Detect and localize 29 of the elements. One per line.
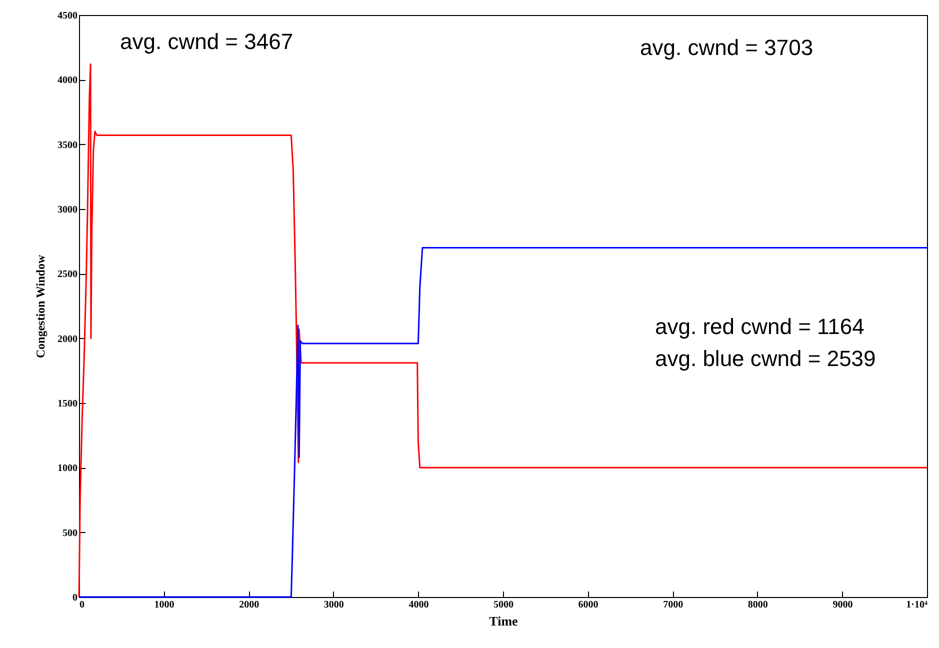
x-tick-label: 3000: [324, 600, 344, 610]
x-tick-label: 6000: [578, 600, 598, 610]
annotation: avg. blue cwnd = 2539: [655, 346, 876, 371]
y-axis-title: Congestion Window: [34, 254, 48, 358]
line-series: [78, 247, 928, 598]
x-tick-label: 0: [80, 600, 84, 610]
x-tick-label: 4000: [408, 600, 429, 610]
y-tick-label: 2000: [58, 334, 78, 345]
y-tick-label: 3500: [58, 140, 78, 151]
annotation: avg. red cwnd = 1164: [655, 314, 864, 339]
y-tick-label: 1500: [58, 398, 78, 410]
y-tick-label: 4000: [58, 75, 78, 86]
x-tick-label: 5000: [494, 600, 514, 610]
x-tick-label: 2000: [239, 600, 260, 610]
y-tick-label: 1000: [58, 463, 78, 474]
line-series: [78, 63, 928, 598]
annotation: avg. cwnd = 3703: [640, 35, 814, 60]
y-tick-label: 4500: [58, 10, 78, 22]
x-tick-label: 1·10⁴: [906, 600, 928, 610]
x-tick-label: 8000: [748, 600, 768, 610]
y-tick-label: 2500: [58, 269, 78, 280]
x-axis-title: Time: [489, 614, 518, 628]
y-tick-label: 500: [62, 528, 78, 539]
y-tick-label: 0: [72, 592, 78, 604]
annotation: avg. cwnd = 3467: [120, 29, 294, 54]
x-tick-label: 1000: [154, 600, 174, 610]
x-tick-label: 7000: [663, 600, 684, 610]
x-tick-label: 9000: [832, 600, 853, 610]
y-tick-label: 3000: [58, 204, 78, 216]
